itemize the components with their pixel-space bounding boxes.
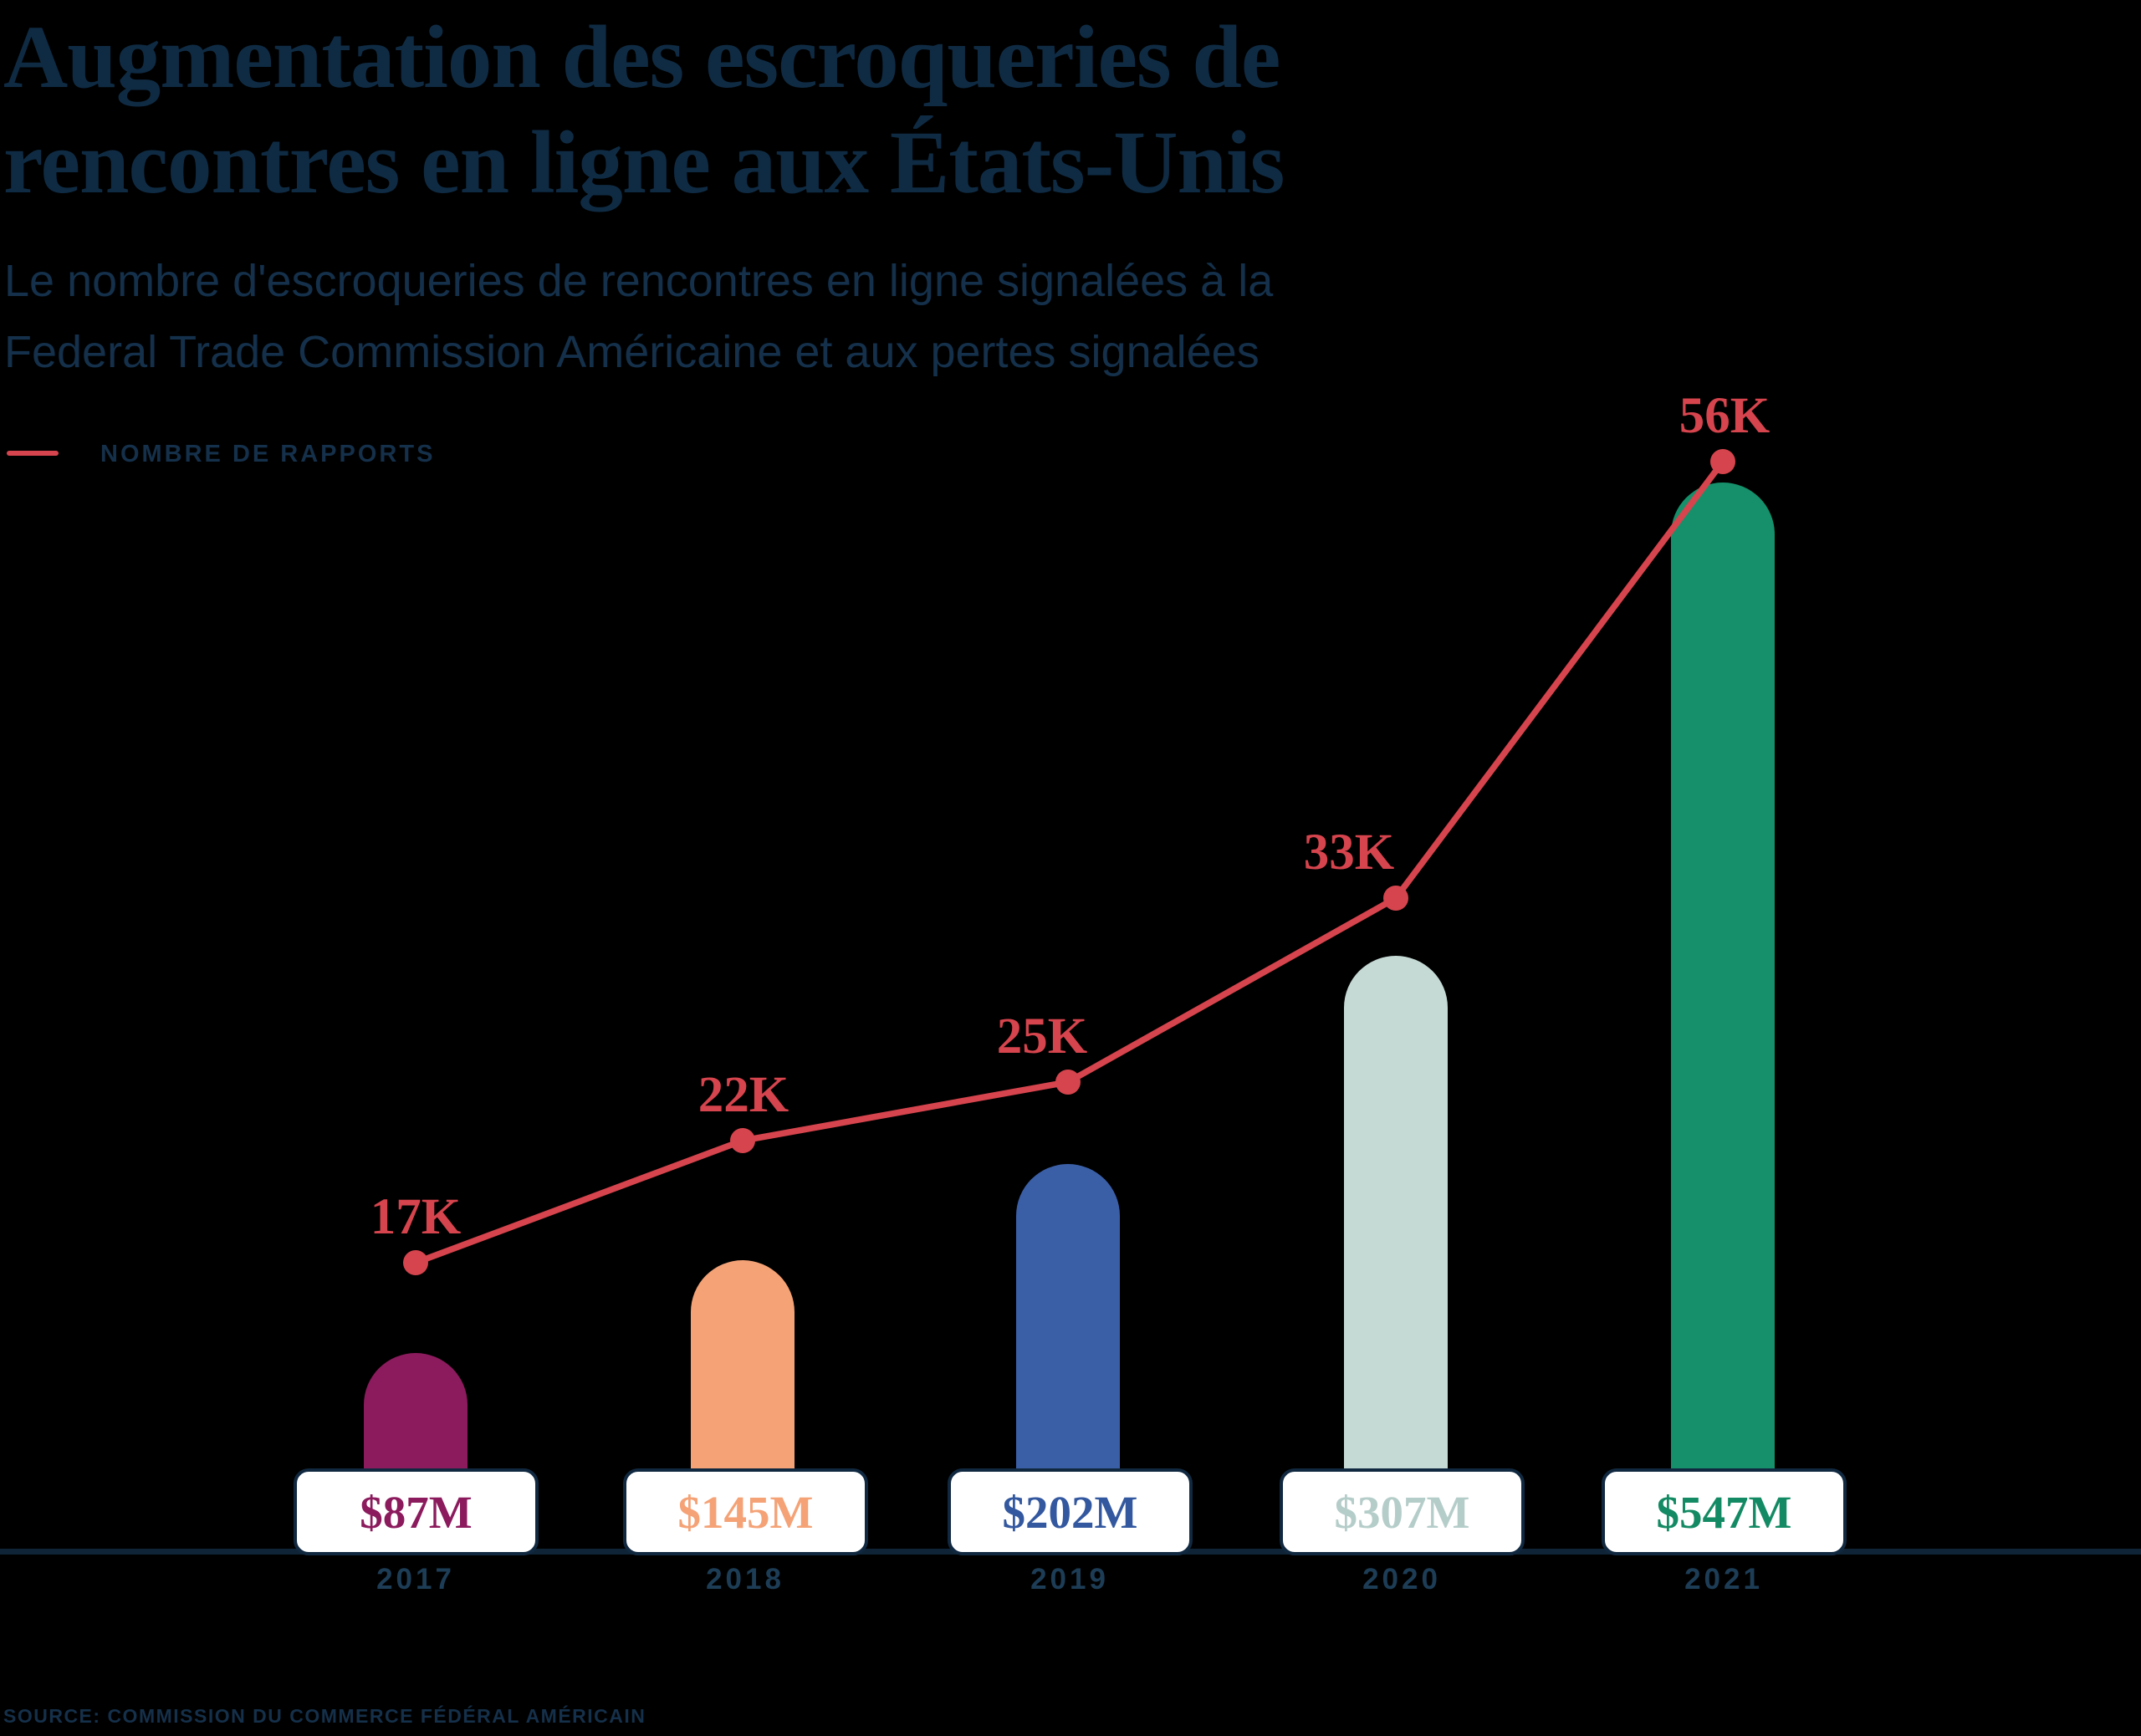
subtitle-line-2: Federal Trade Commission Américaine et a… (4, 327, 1260, 377)
year-label-2020: 2020 (1362, 1563, 1441, 1596)
year-label-2019: 2019 (1030, 1563, 1109, 1596)
bar-2021 (1671, 483, 1775, 1555)
losses-value-2018: $145M (677, 1486, 814, 1538)
losses-value-2020: $307M (1334, 1486, 1470, 1538)
bar-2020 (1344, 956, 1448, 1555)
losses-box-2018: $145M (623, 1468, 868, 1555)
losses-value-2021: $547M (1656, 1486, 1792, 1538)
losses-box-2019: $202M (948, 1468, 1193, 1555)
subtitle-line-1: Le nombre d'escroqueries de rencontres e… (4, 256, 1274, 306)
year-label-2021: 2021 (1684, 1563, 1763, 1596)
legend-label-nombre-de-rapports: NOMBRE DE RAPPORTS (100, 441, 436, 467)
reports-value-2017: 17K (370, 1189, 462, 1245)
page-title: Augmentation des escroqueries de rencont… (3, 5, 1927, 216)
reports-value-2021: 56K (1679, 388, 1771, 444)
losses-box-2021: $547M (1602, 1468, 1847, 1555)
year-label-2017: 2017 (376, 1563, 455, 1596)
reports-value-2019: 25K (996, 1008, 1088, 1065)
chart-subtitle: Le nombre d'escroqueries de rencontres e… (4, 246, 1593, 388)
year-label-2018: 2018 (706, 1563, 784, 1596)
reports-point-2019 (1055, 1070, 1081, 1095)
legend-line-marker-icon (7, 451, 59, 456)
reports-line (414, 459, 1726, 1266)
losses-value-2019: $202M (1002, 1486, 1138, 1538)
reports-point-2017 (403, 1250, 428, 1275)
title-line-2: rencontres en ligne aux États-Unis (3, 114, 1285, 212)
reports-point-2018 (730, 1128, 755, 1153)
reports-point-2021 (1710, 449, 1735, 474)
source-credit: SOURCE: COMMISSION DU COMMERCE FÉDÉRAL A… (3, 1705, 646, 1727)
losses-box-2020: $307M (1280, 1468, 1525, 1555)
reports-value-2020: 33K (1303, 825, 1395, 881)
losses-value-2017: $87M (360, 1486, 473, 1538)
bar-2019 (1016, 1164, 1120, 1555)
reports-value-2018: 22K (697, 1067, 789, 1123)
reports-point-2020 (1383, 886, 1408, 911)
title-line-1: Augmentation des escroqueries de (3, 8, 1280, 107)
losses-box-2017: $87M (294, 1468, 539, 1555)
